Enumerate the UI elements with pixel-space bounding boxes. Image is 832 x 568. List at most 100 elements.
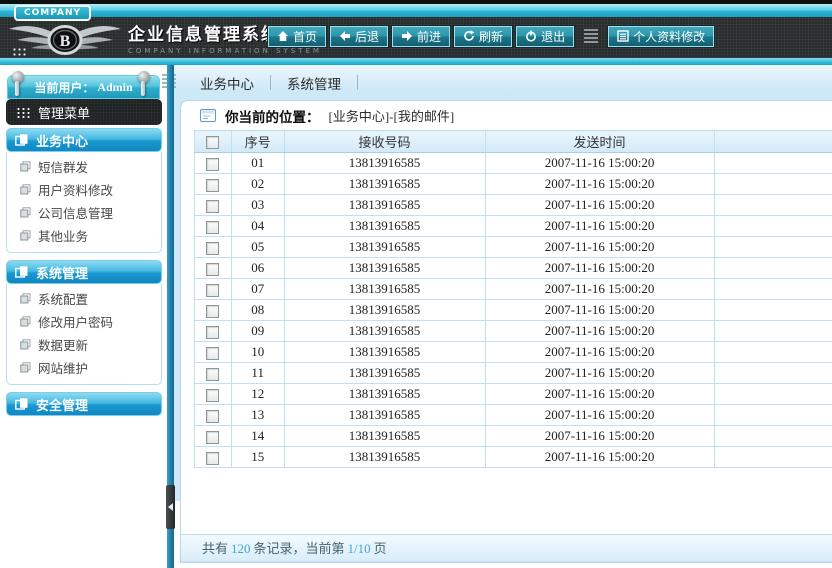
row-checkbox[interactable] bbox=[206, 346, 220, 360]
checkbox-cell bbox=[194, 341, 232, 363]
table-row: 02 13813916585 2007-11-16 15:00:20 tiez bbox=[194, 173, 832, 195]
row-checkbox[interactable] bbox=[206, 199, 220, 213]
table-row: 04 13813916585 2007-11-16 15:00:20 tiez bbox=[194, 215, 832, 237]
menu-group-title: 安全管理 bbox=[36, 398, 89, 414]
row-checkbox[interactable] bbox=[206, 430, 220, 444]
cell-phone: 13813916585 bbox=[283, 320, 486, 342]
row-checkbox[interactable] bbox=[206, 283, 220, 297]
cell-no: 11 bbox=[230, 362, 285, 384]
checkbox-cell bbox=[194, 320, 232, 342]
cell-phone: 13813916585 bbox=[283, 215, 486, 237]
refresh-button[interactable]: 刷新 bbox=[454, 25, 513, 47]
cell-no: 05 bbox=[230, 236, 285, 258]
checkbox-cell bbox=[194, 257, 232, 279]
table-row: 12 13813916585 2007-11-16 15:00:20 tiez bbox=[194, 383, 832, 405]
row-checkbox[interactable] bbox=[206, 409, 220, 423]
menu-group-header[interactable]: 系统管理 bbox=[6, 260, 162, 284]
page-icon bbox=[20, 339, 31, 350]
row-checkbox[interactable] bbox=[206, 157, 220, 171]
wings-logo-icon: B bbox=[6, 19, 124, 57]
home-button[interactable]: 首页 bbox=[268, 25, 327, 47]
header-main: COMPANY B 企业信息管理系统 bbox=[0, 5, 832, 58]
top-nav: 首页 后退 前进 刷新 bbox=[268, 25, 718, 47]
cell-time: 2007-11-16 15:00:20 bbox=[484, 278, 715, 300]
menu-group: 安全管理 bbox=[6, 392, 162, 416]
row-checkbox[interactable] bbox=[206, 241, 220, 255]
cell-no: 02 bbox=[230, 173, 285, 195]
checkbox-cell bbox=[194, 215, 232, 237]
menu-group: 业务中心 短信群发 用户资料修改 公司信息管理 其他业务 bbox=[6, 128, 162, 253]
cell-extra: tiez bbox=[713, 446, 832, 468]
content-area: 业务中心 系统管理 当前用户： Admin 管理菜单 业务中心 bbox=[0, 65, 832, 568]
menu-group-header[interactable]: 安全管理 bbox=[6, 392, 162, 416]
cell-extra: tiez bbox=[713, 341, 832, 363]
checkbox-cell bbox=[194, 446, 232, 468]
sidebar-item[interactable]: 用户资料修改 bbox=[7, 178, 161, 201]
row-checkbox[interactable] bbox=[206, 388, 220, 402]
cell-phone: 13813916585 bbox=[283, 173, 486, 195]
cell-time: 2007-11-16 15:00:20 bbox=[484, 320, 715, 342]
sidebar-item[interactable]: 网站维护 bbox=[7, 356, 161, 379]
sidebar: 当前用户： Admin 管理菜单 业务中心 短信群发 用户资料修改 bbox=[0, 65, 167, 568]
checkbox-cell bbox=[194, 278, 232, 300]
menu-group-header[interactable]: 业务中心 bbox=[6, 128, 162, 152]
cell-phone: 13813916585 bbox=[283, 446, 486, 468]
cell-no: 10 bbox=[230, 341, 285, 363]
sidebar-item-label: 网站维护 bbox=[38, 362, 89, 376]
sidebar-item[interactable]: 短信群发 bbox=[7, 155, 161, 178]
sidebar-divider bbox=[167, 65, 174, 568]
page-icon bbox=[20, 316, 31, 327]
sidebar-item-label: 修改用户密码 bbox=[38, 316, 114, 330]
sidebar-item[interactable]: 其他业务 bbox=[7, 224, 161, 247]
sidebar-item-label: 公司信息管理 bbox=[38, 207, 114, 221]
table-row: 03 13813916585 2007-11-16 15:00:20 tiez bbox=[194, 194, 832, 216]
select-all-checkbox[interactable] bbox=[206, 136, 220, 150]
checkbox-cell bbox=[194, 236, 232, 258]
cell-phone: 13813916585 bbox=[283, 362, 486, 384]
app-subtitle: COMPANY INFORMATION SYSTEM bbox=[128, 47, 322, 55]
sidebar-item[interactable]: 公司信息管理 bbox=[7, 201, 161, 224]
cell-no: 14 bbox=[230, 425, 285, 447]
checkbox-cell bbox=[194, 173, 232, 195]
forward-button[interactable]: 前进 bbox=[392, 25, 451, 47]
pagination-text: 页 bbox=[373, 541, 387, 556]
header-cyan-strip bbox=[0, 4, 832, 17]
row-checkbox[interactable] bbox=[206, 178, 220, 192]
profile-edit-button[interactable]: 个人资料修改 bbox=[608, 25, 715, 47]
cell-phone: 13813916585 bbox=[283, 236, 486, 258]
cell-time: 2007-11-16 15:00:20 bbox=[484, 404, 715, 426]
sidebar-item[interactable]: 系统配置 bbox=[7, 287, 161, 310]
sidebar-item-label: 短信群发 bbox=[38, 161, 89, 175]
table-row: 08 13813916585 2007-11-16 15:00:20 tiez bbox=[194, 299, 832, 321]
row-checkbox[interactable] bbox=[206, 325, 220, 339]
tab-bar: 业务中心 系统管理 bbox=[162, 65, 832, 100]
svg-text:B: B bbox=[60, 33, 71, 50]
cell-time: 2007-11-16 15:00:20 bbox=[484, 215, 715, 237]
table-row: 11 13813916585 2007-11-16 15:00:20 tiez bbox=[194, 362, 832, 384]
sidebar-item[interactable]: 数据更新 bbox=[7, 333, 161, 356]
row-checkbox[interactable] bbox=[206, 220, 220, 234]
cell-time: 2007-11-16 15:00:20 bbox=[484, 173, 715, 195]
menu-group: 系统管理 系统配置 修改用户密码 数据更新 网站维护 bbox=[6, 260, 162, 385]
cell-time: 2007-11-16 15:00:20 bbox=[484, 299, 715, 321]
row-checkbox[interactable] bbox=[206, 304, 220, 318]
sidebar-collapse-handle[interactable] bbox=[166, 485, 175, 529]
row-checkbox[interactable] bbox=[206, 451, 220, 465]
cell-time: 2007-11-16 15:00:20 bbox=[484, 425, 715, 447]
row-checkbox[interactable] bbox=[206, 367, 220, 381]
table-header-row: 序号 接收号码 发送时间 bbox=[194, 130, 832, 153]
column-header-time: 发送时间 bbox=[484, 130, 715, 153]
row-checkbox[interactable] bbox=[206, 262, 220, 276]
back-button[interactable]: 后退 bbox=[330, 25, 389, 47]
cell-extra: tiez bbox=[713, 278, 832, 300]
cell-phone: 13813916585 bbox=[283, 194, 486, 216]
cell-phone: 13813916585 bbox=[283, 341, 486, 363]
breadcrumb: 你当前的位置： [业务中心]-[我的邮件] bbox=[181, 101, 832, 130]
cell-no: 03 bbox=[230, 194, 285, 216]
tab-system-management[interactable]: 系统管理 bbox=[287, 76, 341, 92]
tab-business-center[interactable]: 业务中心 bbox=[200, 76, 254, 92]
sidebar-item-label: 其他业务 bbox=[38, 230, 89, 244]
sidebar-item[interactable]: 修改用户密码 bbox=[7, 310, 161, 333]
logout-button[interactable]: 退出 bbox=[516, 25, 575, 47]
cell-no: 08 bbox=[230, 299, 285, 321]
